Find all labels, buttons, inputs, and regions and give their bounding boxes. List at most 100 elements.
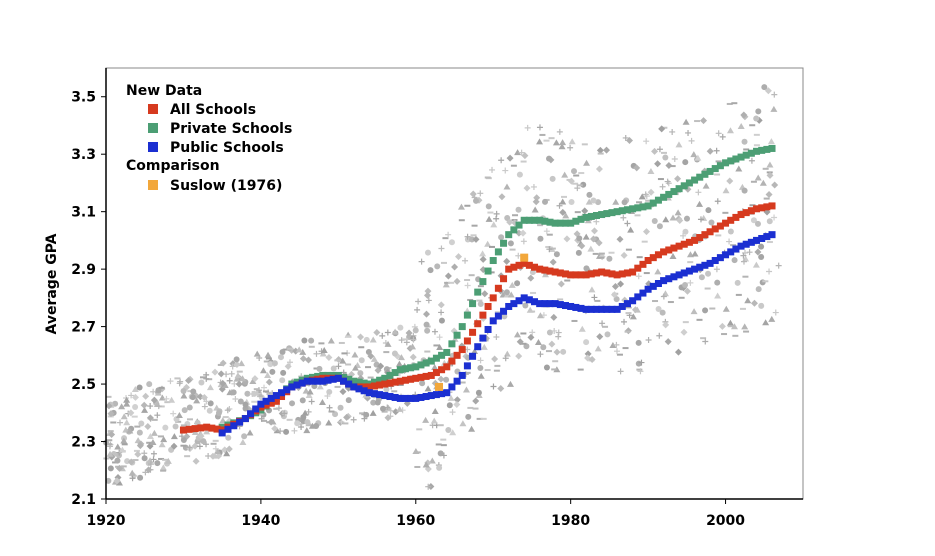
data-point: [197, 424, 205, 432]
background-point: [590, 227, 598, 235]
background-point: [133, 449, 140, 452]
background-point: [334, 385, 341, 388]
background-point: [174, 377, 181, 380]
data-point: [562, 302, 570, 310]
background-point: [190, 388, 197, 395]
background-point: [558, 143, 566, 150]
data-point: [417, 361, 425, 369]
background-point: [154, 412, 161, 419]
background-point: [459, 381, 466, 384]
background-point: [431, 407, 439, 414]
background-point: [479, 250, 487, 257]
data-point: [592, 211, 600, 219]
background-point: [536, 312, 544, 319]
background-point: [766, 241, 773, 244]
background-point: [545, 350, 552, 353]
background-point: [170, 442, 178, 450]
data-point: [407, 375, 415, 383]
data-point: [376, 381, 384, 389]
data-point: [680, 269, 688, 277]
background-point: [722, 187, 730, 194]
background-point: [318, 342, 325, 345]
background-point: [527, 333, 535, 341]
background-point: [442, 237, 449, 240]
y-tick-label: 3.3: [71, 147, 96, 163]
data-point: [706, 228, 714, 236]
background-point: [277, 428, 284, 435]
background-point: [120, 465, 127, 468]
data-point: [623, 269, 631, 277]
legend-swatch-private-schools: [148, 123, 158, 133]
background-point: [170, 410, 177, 417]
background-point: [690, 151, 698, 158]
data-point: [479, 311, 487, 319]
background-point: [295, 346, 303, 353]
background-point: [638, 193, 646, 200]
background-point: [718, 322, 726, 330]
background-point: [583, 339, 590, 346]
background-point: [300, 414, 307, 421]
background-point: [108, 430, 116, 438]
background-point: [741, 138, 748, 145]
background-point: [687, 261, 694, 264]
background-point: [606, 255, 613, 262]
background-point: [273, 427, 281, 434]
data-point: [272, 397, 280, 405]
background-point: [688, 137, 695, 144]
background-point: [551, 368, 558, 371]
data-point: [546, 300, 554, 308]
background-point: [464, 282, 471, 289]
background-point: [115, 479, 123, 486]
background-point: [308, 337, 315, 344]
background-point: [635, 273, 642, 280]
background-point: [345, 363, 352, 366]
background-point: [655, 305, 662, 312]
background-point: [678, 296, 685, 299]
background-point: [465, 413, 472, 420]
data-point: [505, 231, 513, 239]
background-point: [759, 179, 767, 186]
background-point: [391, 390, 398, 393]
data-point: [727, 216, 735, 224]
data-point: [474, 288, 482, 296]
background-point: [409, 353, 417, 361]
background-point: [437, 301, 445, 309]
background-point: [351, 364, 359, 371]
background-point: [301, 409, 309, 416]
data-point: [587, 270, 595, 278]
data-point: [716, 254, 724, 262]
background-point: [424, 249, 431, 256]
background-point: [529, 310, 536, 313]
background-point: [766, 171, 774, 179]
background-point: [595, 165, 603, 173]
background-point: [332, 411, 339, 418]
background-point: [651, 218, 658, 225]
background-point: [645, 199, 652, 202]
legend-label-public-schools: Public Schools: [170, 140, 284, 156]
background-point: [509, 248, 516, 251]
background-point: [489, 166, 496, 173]
data-point: [438, 351, 446, 359]
background-point: [141, 455, 148, 462]
background-point: [123, 419, 131, 426]
background-point: [762, 167, 769, 170]
background-point: [562, 212, 570, 219]
background-point: [477, 190, 484, 197]
background-point: [146, 441, 153, 444]
background-point: [754, 174, 762, 181]
legend-title-comparison: Comparison: [126, 158, 220, 174]
background-point: [624, 330, 631, 333]
background-point: [211, 452, 219, 459]
background-point: [342, 422, 349, 425]
data-point: [484, 302, 492, 310]
background-point: [533, 194, 541, 202]
data-point: [458, 346, 466, 354]
background-point: [714, 198, 721, 205]
background-point: [758, 302, 765, 309]
background-point: [633, 164, 641, 172]
data-point: [634, 293, 642, 301]
legend: New Data All Schools Private Schools Pub…: [126, 83, 292, 194]
background-point: [436, 464, 443, 471]
background-point: [242, 401, 249, 408]
background-point: [743, 330, 750, 333]
